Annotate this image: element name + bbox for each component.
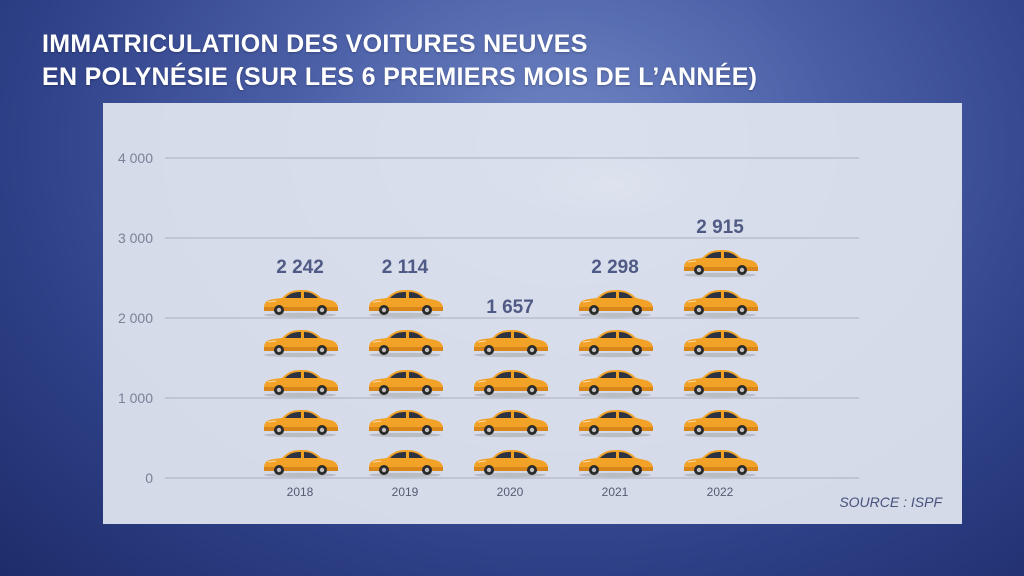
car-icon	[368, 289, 444, 318]
chart-panel: 0 1 000 2 000 3 000 4 000 2 242 2018 2 114 2019 1…	[103, 103, 962, 524]
car-icon	[683, 249, 759, 278]
car-icon	[683, 369, 759, 398]
car-icon	[473, 409, 549, 438]
chart-svg: 0 1 000 2 000 3 000 4 000 2 242 2018 2 114 2019 1…	[118, 150, 859, 499]
x-category-label: 2021	[602, 485, 629, 499]
car-icon	[683, 409, 759, 438]
car-icon	[578, 449, 654, 478]
x-category-label: 2020	[497, 485, 524, 499]
y-tick-label: 3 000	[118, 230, 153, 246]
y-tick-label: 2 000	[118, 310, 153, 326]
car-icon	[473, 449, 549, 478]
y-tick-label: 0	[145, 470, 153, 486]
car-icon	[578, 369, 654, 398]
car-icon	[263, 289, 339, 318]
car-icon	[683, 289, 759, 318]
x-category-label: 2022	[707, 485, 734, 499]
car-icon	[368, 449, 444, 478]
bar-value-label: 2 114	[382, 257, 429, 278]
y-tick-label: 1 000	[118, 390, 153, 406]
source-label: SOURCE : ISPF	[839, 494, 942, 510]
y-tick-label: 4 000	[118, 150, 153, 166]
car-icon	[473, 369, 549, 398]
car-icon	[683, 329, 759, 358]
car-icon	[473, 329, 549, 358]
car-icon	[578, 289, 654, 318]
x-category-label: 2018	[287, 485, 314, 499]
car-icon	[578, 329, 654, 358]
car-icon	[263, 449, 339, 478]
bar-value-label: 2 242	[276, 257, 324, 278]
car-icon	[578, 409, 654, 438]
car-icon	[263, 409, 339, 438]
bar-value-label: 2 915	[696, 217, 744, 238]
chart-title-line-2: EN POLYNÉSIE (SUR LES 6 PREMIERS MOIS DE…	[42, 63, 758, 91]
bar-value-label: 2 298	[591, 257, 639, 278]
chart-title-line-1: IMMATRICULATION DES VOITURES NEUVES	[42, 30, 588, 58]
chart-title: IMMATRICULATION DES VOITURES NEUVES EN P…	[42, 28, 757, 94]
car-icon	[263, 369, 339, 398]
bar-value-label: 1 657	[486, 297, 534, 318]
car-icon	[368, 409, 444, 438]
car-icon	[683, 449, 759, 478]
car-icon	[368, 329, 444, 358]
x-category-label: 2019	[392, 485, 419, 499]
car-icon	[263, 329, 339, 358]
car-icon	[368, 369, 444, 398]
